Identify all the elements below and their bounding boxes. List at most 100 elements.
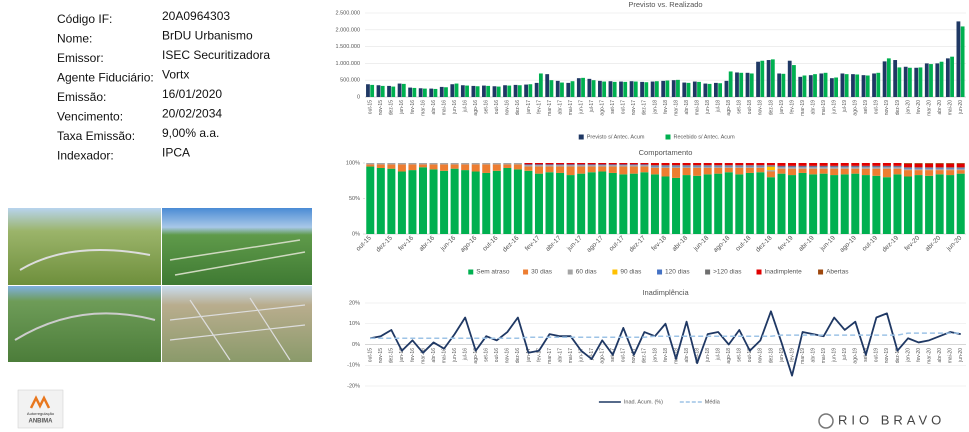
- logo-box: [17, 389, 64, 429]
- bar-segment: [714, 165, 723, 167]
- bar-segment: [935, 174, 944, 234]
- bar: [507, 85, 512, 97]
- x-tick-label: mai-18: [694, 100, 700, 116]
- x-tick-label: jun-20: [958, 348, 964, 363]
- bar-segment: [366, 163, 375, 165]
- bar-segment: [672, 165, 681, 166]
- bar-segment: [904, 170, 913, 177]
- x-tick-label: abr-18: [684, 100, 690, 115]
- x-tick-label: jul-17: [589, 348, 595, 361]
- bar: [433, 88, 438, 97]
- bar-segment: [545, 163, 554, 165]
- bar-segment: [893, 174, 902, 234]
- bar-segment: [461, 164, 470, 171]
- bar-segment: [809, 166, 818, 168]
- x-tick-label: out-15: [368, 100, 374, 114]
- bar-segment: [809, 167, 818, 169]
- bar-segment: [956, 173, 965, 234]
- bar-segment: [397, 164, 406, 172]
- bar-segment: [830, 166, 839, 168]
- bar: [897, 67, 902, 97]
- x-tick-label: dez-18: [768, 348, 774, 364]
- bar-segment: [577, 163, 586, 165]
- bar-segment: [925, 167, 934, 168]
- bar-segment: [661, 165, 670, 167]
- x-tick-label: out-19: [861, 234, 879, 252]
- bar: [903, 66, 908, 97]
- x-tick-label: jun-20: [958, 100, 964, 115]
- bar: [886, 58, 891, 97]
- x-tick-label: dez-16: [502, 234, 521, 253]
- bar-segment: [524, 163, 533, 165]
- x-tick-label: dez-15: [389, 348, 395, 364]
- info-label: Código IF:: [57, 12, 112, 26]
- bar-segment: [766, 166, 775, 171]
- bar-segment: [619, 174, 628, 234]
- bar: [380, 85, 385, 97]
- bar-segment: [904, 176, 913, 234]
- bar-segment: [830, 163, 839, 166]
- bar-segment: [429, 169, 438, 234]
- bar-segment: [893, 168, 902, 175]
- bar: [482, 85, 486, 97]
- bar-segment: [682, 165, 691, 167]
- bar-segment: [756, 172, 765, 234]
- bar-segment: [925, 170, 934, 176]
- x-tick-label: abr-17: [557, 348, 563, 363]
- x-tick-label: ago-17: [600, 348, 606, 364]
- x-tick-label: jan-19: [779, 348, 785, 363]
- bar-segment: [946, 168, 955, 171]
- x-tick-label: mai-20: [948, 100, 954, 116]
- bar: [872, 73, 876, 97]
- x-tick-label: ago-19: [853, 348, 859, 364]
- bar-segment: [376, 164, 385, 168]
- bar-segment: [450, 168, 459, 234]
- y-tick-label: 1.500.000: [336, 44, 360, 50]
- bar-segment: [640, 164, 649, 166]
- bar: [834, 77, 838, 97]
- bar-segment: [682, 166, 691, 168]
- bar-segment: [777, 165, 786, 167]
- bar-segment: [830, 175, 839, 234]
- bar: [439, 86, 444, 97]
- x-tick-label: mai-16: [441, 100, 447, 116]
- road: [169, 297, 306, 361]
- x-tick-label: dez-17: [642, 100, 648, 116]
- x-tick-label: out-18: [747, 348, 753, 362]
- bar-segment: [534, 173, 543, 234]
- x-tick-label: jun-18: [705, 100, 711, 115]
- x-tick-label: abr-20: [937, 100, 943, 115]
- bar: [619, 81, 623, 97]
- bar: [465, 85, 469, 97]
- bar-segment: [735, 163, 744, 166]
- x-tick-label: dez-19: [895, 348, 901, 364]
- anbima-logo: Autorregulação ANBIMA: [17, 389, 64, 429]
- x-tick-label: fev-19: [777, 234, 795, 252]
- bar: [513, 84, 518, 97]
- bar: [840, 73, 845, 97]
- bar-segment: [513, 164, 522, 170]
- bar: [686, 82, 691, 97]
- bar-segment: [577, 165, 586, 167]
- info-label: Indexador:: [57, 149, 114, 163]
- bar-segment: [629, 164, 638, 166]
- x-tick-label: fev-18: [663, 100, 669, 114]
- bar: [524, 84, 529, 97]
- x-tick-label: jan-20: [905, 348, 911, 363]
- x-tick-label: mar-19: [800, 348, 806, 364]
- bar-segment: [935, 167, 944, 169]
- x-tick-label: dez-16: [515, 348, 521, 364]
- info-label: Agente Fiduciário:: [57, 71, 154, 85]
- bar-segment: [851, 173, 860, 234]
- bar: [418, 88, 423, 97]
- x-tick-label: fev-16: [410, 100, 416, 114]
- x-tick-label: jun-20: [945, 234, 964, 253]
- x-tick-label: set-17: [610, 100, 616, 114]
- bar: [724, 80, 729, 97]
- bar-segment: [650, 163, 659, 166]
- x-tick-label: dez-17: [642, 348, 648, 364]
- bar-segment: [893, 166, 902, 168]
- bar-segment: [935, 168, 944, 171]
- y-tick-label: 2.000.000: [336, 27, 360, 33]
- bar: [703, 83, 708, 97]
